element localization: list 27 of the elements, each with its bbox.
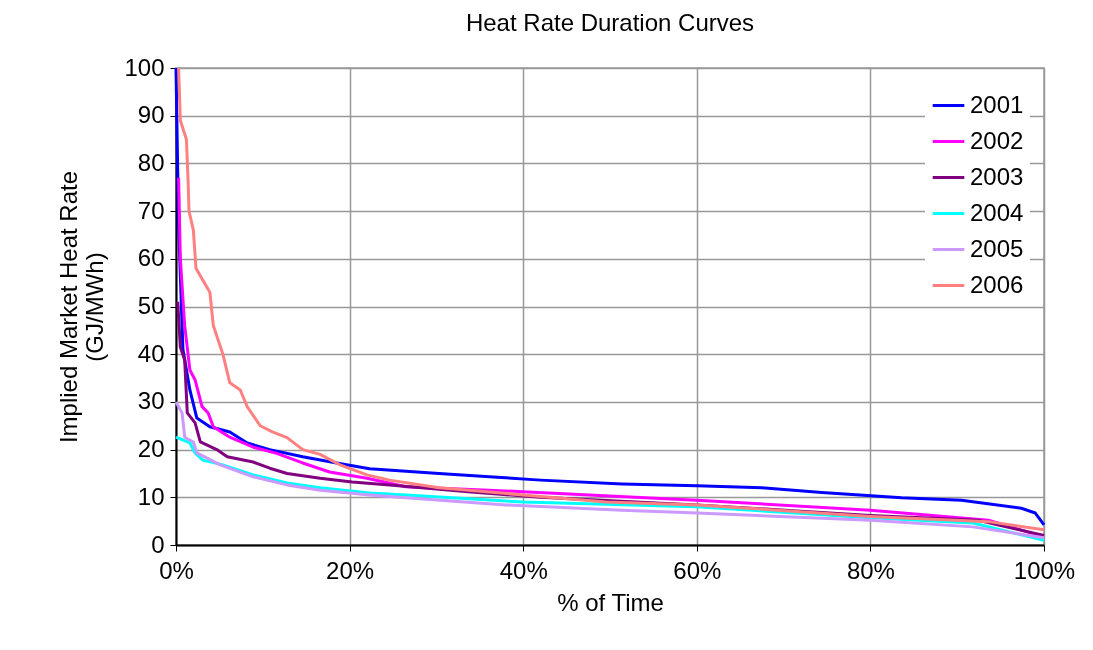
y-tick-label: 10 xyxy=(137,482,165,510)
chart-title: Heat Rate Duration Curves xyxy=(465,9,755,36)
line-series xyxy=(174,400,1046,540)
x-tick-label: 0% xyxy=(159,556,194,584)
x-tick-label: 80% xyxy=(846,556,895,584)
y-tick-label: 80 xyxy=(137,148,165,176)
x-tick-label: 40% xyxy=(499,556,548,584)
y-tick-label: 0 xyxy=(151,530,165,558)
legend-label: 2003 xyxy=(970,162,1024,190)
y-tick-label: 30 xyxy=(137,387,165,415)
y-tick-label: 50 xyxy=(137,292,165,319)
legend-label: 2002 xyxy=(970,126,1024,154)
legend-label: 2004 xyxy=(970,198,1024,226)
x-tick-label: 100% xyxy=(1013,556,1076,584)
y-tick-label: 40 xyxy=(137,339,165,367)
y-tick-label: 100 xyxy=(124,53,165,81)
legend-label: 2006 xyxy=(970,270,1024,298)
y-tick-label: 70 xyxy=(137,196,165,224)
legend-label: 2001 xyxy=(970,90,1024,118)
y-tick-label: 90 xyxy=(137,101,165,129)
x-axis-title: % of Time xyxy=(557,588,664,616)
legend-label: 2005 xyxy=(970,234,1024,262)
y-tick-label: 20 xyxy=(137,435,165,463)
x-tick-label: 60% xyxy=(673,556,722,584)
y-axis-title: Implied Market Heat Rate (GJ/MWh) xyxy=(55,170,109,444)
x-tick-label: 20% xyxy=(326,556,375,584)
y-tick-label: 60 xyxy=(137,244,165,272)
